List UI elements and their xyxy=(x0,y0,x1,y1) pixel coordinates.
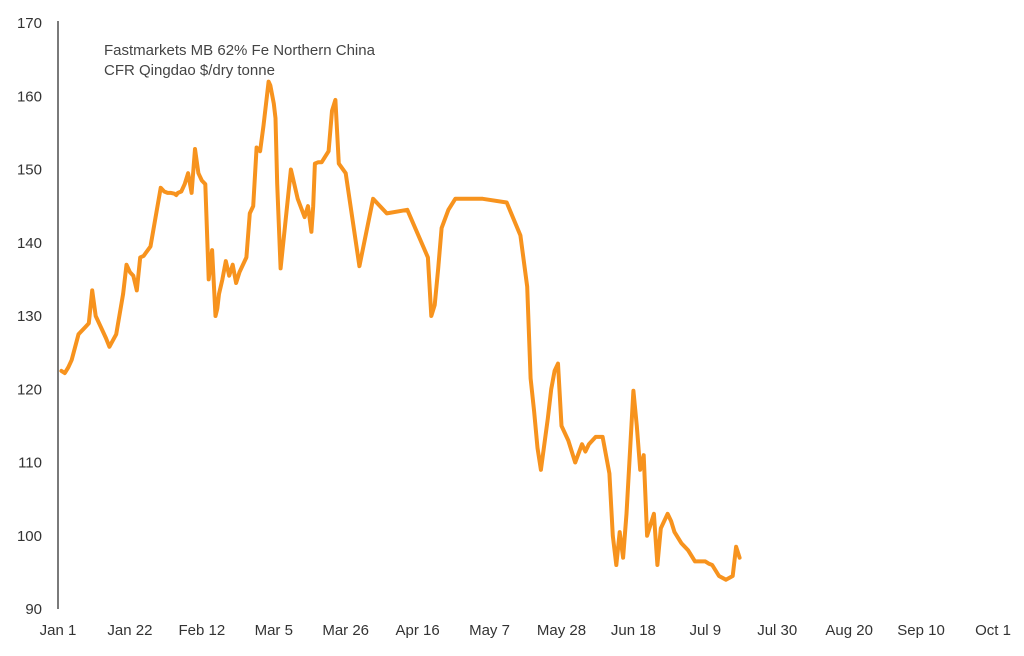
x-tick-label: May 28 xyxy=(537,622,586,639)
y-tick-label: 120 xyxy=(17,381,42,398)
y-tick-label: 130 xyxy=(17,308,42,325)
x-tick-label: Jul 9 xyxy=(689,622,721,639)
x-axis: Jan 1 Jan 22 Feb 12 Mar 5 Mar 26 Apr 16 May 7 M… xyxy=(40,622,1011,639)
chart-title: Fastmarkets MB 62% Fe Northern China CFR … xyxy=(104,42,376,79)
x-tick-label: Jan 1 xyxy=(40,622,77,639)
chart-title-line: CFR Qingdao $/dry tonne xyxy=(104,62,275,79)
x-tick-label: Mar 26 xyxy=(322,622,369,639)
y-axis: 90 100 110 120 130 140 150 160 170 xyxy=(17,15,59,618)
y-tick-label: 150 xyxy=(17,162,42,179)
price-series-line xyxy=(59,79,742,582)
x-tick-label: Jun 18 xyxy=(611,622,656,639)
x-tick-label: Jul 30 xyxy=(757,622,797,639)
x-tick-label: Sep 10 xyxy=(897,622,945,639)
x-tick-label: Oct 1 xyxy=(975,622,1011,639)
y-tick-label: 170 xyxy=(17,15,42,32)
y-tick-label: 90 xyxy=(25,601,42,618)
y-tick-label: 160 xyxy=(17,88,42,105)
series-group xyxy=(59,79,742,582)
y-tick-label: 140 xyxy=(17,235,42,252)
chart-title-line: Fastmarkets MB 62% Fe Northern China xyxy=(104,42,376,59)
x-tick-label: Feb 12 xyxy=(178,622,225,639)
y-tick-label: 100 xyxy=(17,528,42,545)
x-tick-label: May 7 xyxy=(469,622,510,639)
x-tick-label: Jan 22 xyxy=(107,622,152,639)
x-tick-label: Aug 20 xyxy=(825,622,873,639)
y-tick-label: 110 xyxy=(18,455,42,472)
x-tick-label: Apr 16 xyxy=(396,622,440,639)
x-tick-label: Mar 5 xyxy=(255,622,293,639)
